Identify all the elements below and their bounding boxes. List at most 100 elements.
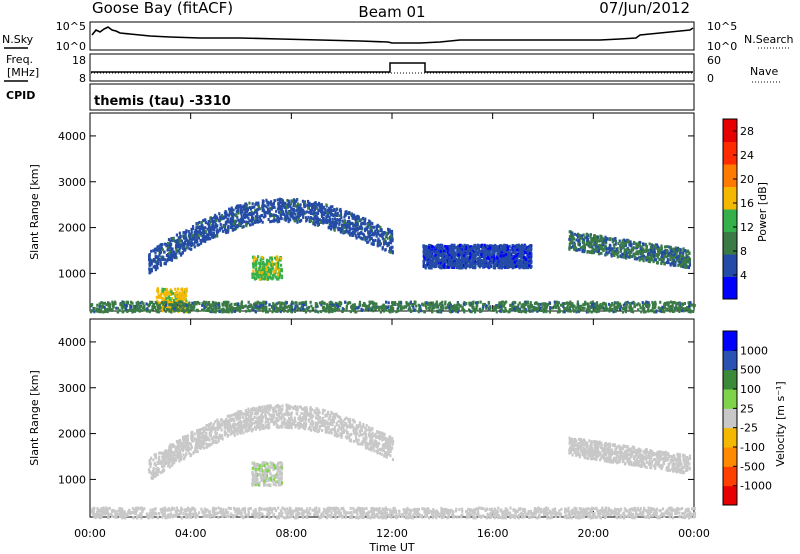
heatmap-cell — [209, 220, 212, 224]
heatmap-cell — [608, 246, 611, 250]
heatmap-cell — [203, 237, 206, 241]
heatmap-cell — [167, 238, 171, 242]
heatmap-cell — [438, 246, 441, 250]
heatmap-cell — [448, 247, 451, 251]
heatmap-cell — [669, 246, 672, 250]
heatmap-cell — [262, 277, 265, 281]
heatmap-cell — [502, 247, 505, 251]
heatmap-cell — [174, 244, 178, 248]
heatmap-cell — [663, 251, 667, 255]
heatmap-cell — [646, 248, 650, 252]
heatmap-cell — [349, 310, 352, 314]
heatmap-cell — [169, 298, 172, 302]
heatmap-cell — [369, 220, 372, 224]
heatmap-cell — [495, 255, 499, 259]
heatmap-cell — [448, 264, 451, 268]
heatmap-cell — [385, 231, 388, 235]
heatmap-cell — [161, 243, 164, 247]
heatmap-cell — [220, 308, 223, 312]
heatmap-cell — [157, 258, 160, 262]
heatmap-cell — [267, 210, 270, 214]
heatmap-cell — [185, 236, 188, 240]
heatmap-cell — [230, 213, 234, 217]
heatmap-cell — [507, 258, 510, 262]
heatmap-cell — [91, 303, 94, 307]
heatmap-cell — [573, 247, 576, 251]
heatmap-cell — [348, 211, 351, 215]
heatmap-cell — [451, 243, 454, 247]
heatmap-cell — [277, 203, 280, 207]
heatmap-cell — [624, 301, 627, 305]
heatmap-cell — [638, 243, 641, 247]
heatmap-cell — [488, 265, 491, 269]
heatmap-cell — [243, 215, 246, 219]
heatmap-cell — [199, 232, 202, 236]
heatmap-cell — [251, 262, 255, 266]
heatmap-cell — [423, 245, 426, 249]
heatmap-cell — [597, 252, 601, 256]
heatmap-cell — [150, 268, 153, 272]
heatmap-cell — [588, 245, 591, 249]
heatmap-cell — [179, 304, 182, 308]
heatmap-cell — [343, 224, 347, 228]
heatmap-cell — [150, 249, 153, 253]
heatmap-cell — [514, 301, 517, 305]
heatmap-cell — [472, 308, 475, 312]
heatmap-cell — [608, 307, 611, 311]
heatmap-cell — [687, 249, 690, 253]
heatmap-cell — [247, 305, 250, 309]
heatmap-cell — [568, 243, 571, 247]
heatmap-cell — [208, 220, 211, 224]
heatmap-cell — [610, 254, 613, 258]
heatmap-cell — [324, 220, 328, 224]
heatmap-cell — [164, 262, 167, 266]
heatmap-cell — [348, 220, 351, 224]
heatmap-cell — [674, 251, 677, 255]
heatmap-cell — [500, 248, 503, 252]
heatmap-cell — [469, 250, 472, 254]
heatmap-cell — [188, 247, 191, 251]
heatmap-cell — [318, 218, 321, 222]
heatmap-cell — [334, 223, 338, 227]
heatmap-cell — [124, 307, 127, 311]
heatmap-cell — [174, 287, 177, 291]
heatmap-cell — [524, 244, 527, 248]
heatmap-cell — [161, 248, 164, 252]
heatmap-cell — [589, 235, 592, 239]
heatmap-cell — [457, 307, 460, 311]
heatmap-cell — [201, 236, 204, 240]
heatmap-cell — [582, 244, 585, 248]
heatmap-cell — [529, 257, 533, 261]
heatmap-cell — [569, 309, 572, 313]
heatmap-cell — [253, 302, 256, 306]
heatmap-cell — [387, 301, 390, 305]
heatmap-cell — [213, 235, 216, 239]
heatmap-cell — [193, 233, 196, 237]
heatmap-cell — [194, 240, 197, 244]
heatmap-cell — [682, 257, 685, 261]
heatmap-cell — [652, 254, 655, 258]
heatmap-cell — [348, 224, 351, 228]
heatmap-cell — [493, 266, 497, 270]
heatmap-cell — [668, 245, 671, 249]
heatmap-cell — [680, 261, 683, 265]
heatmap-cell — [667, 252, 670, 256]
heatmap-cell — [292, 204, 295, 208]
heatmap-cell — [633, 304, 636, 308]
heatmap-cell — [461, 263, 465, 267]
heatmap-cell — [219, 223, 222, 227]
heatmap-cell — [435, 263, 438, 267]
heatmap-cell — [547, 303, 550, 307]
heatmap-cell — [170, 237, 173, 241]
heatmap-cell — [208, 232, 211, 236]
heatmap-cell — [500, 251, 504, 255]
heatmap-cell — [545, 307, 548, 311]
heatmap-cell — [526, 254, 529, 258]
heatmap-cell — [418, 307, 421, 311]
heatmap-cell — [465, 262, 469, 266]
heatmap-cell — [671, 301, 675, 305]
heatmap-cell — [257, 275, 260, 279]
heatmap-cell — [319, 205, 322, 209]
heatmap-cell — [637, 302, 640, 306]
